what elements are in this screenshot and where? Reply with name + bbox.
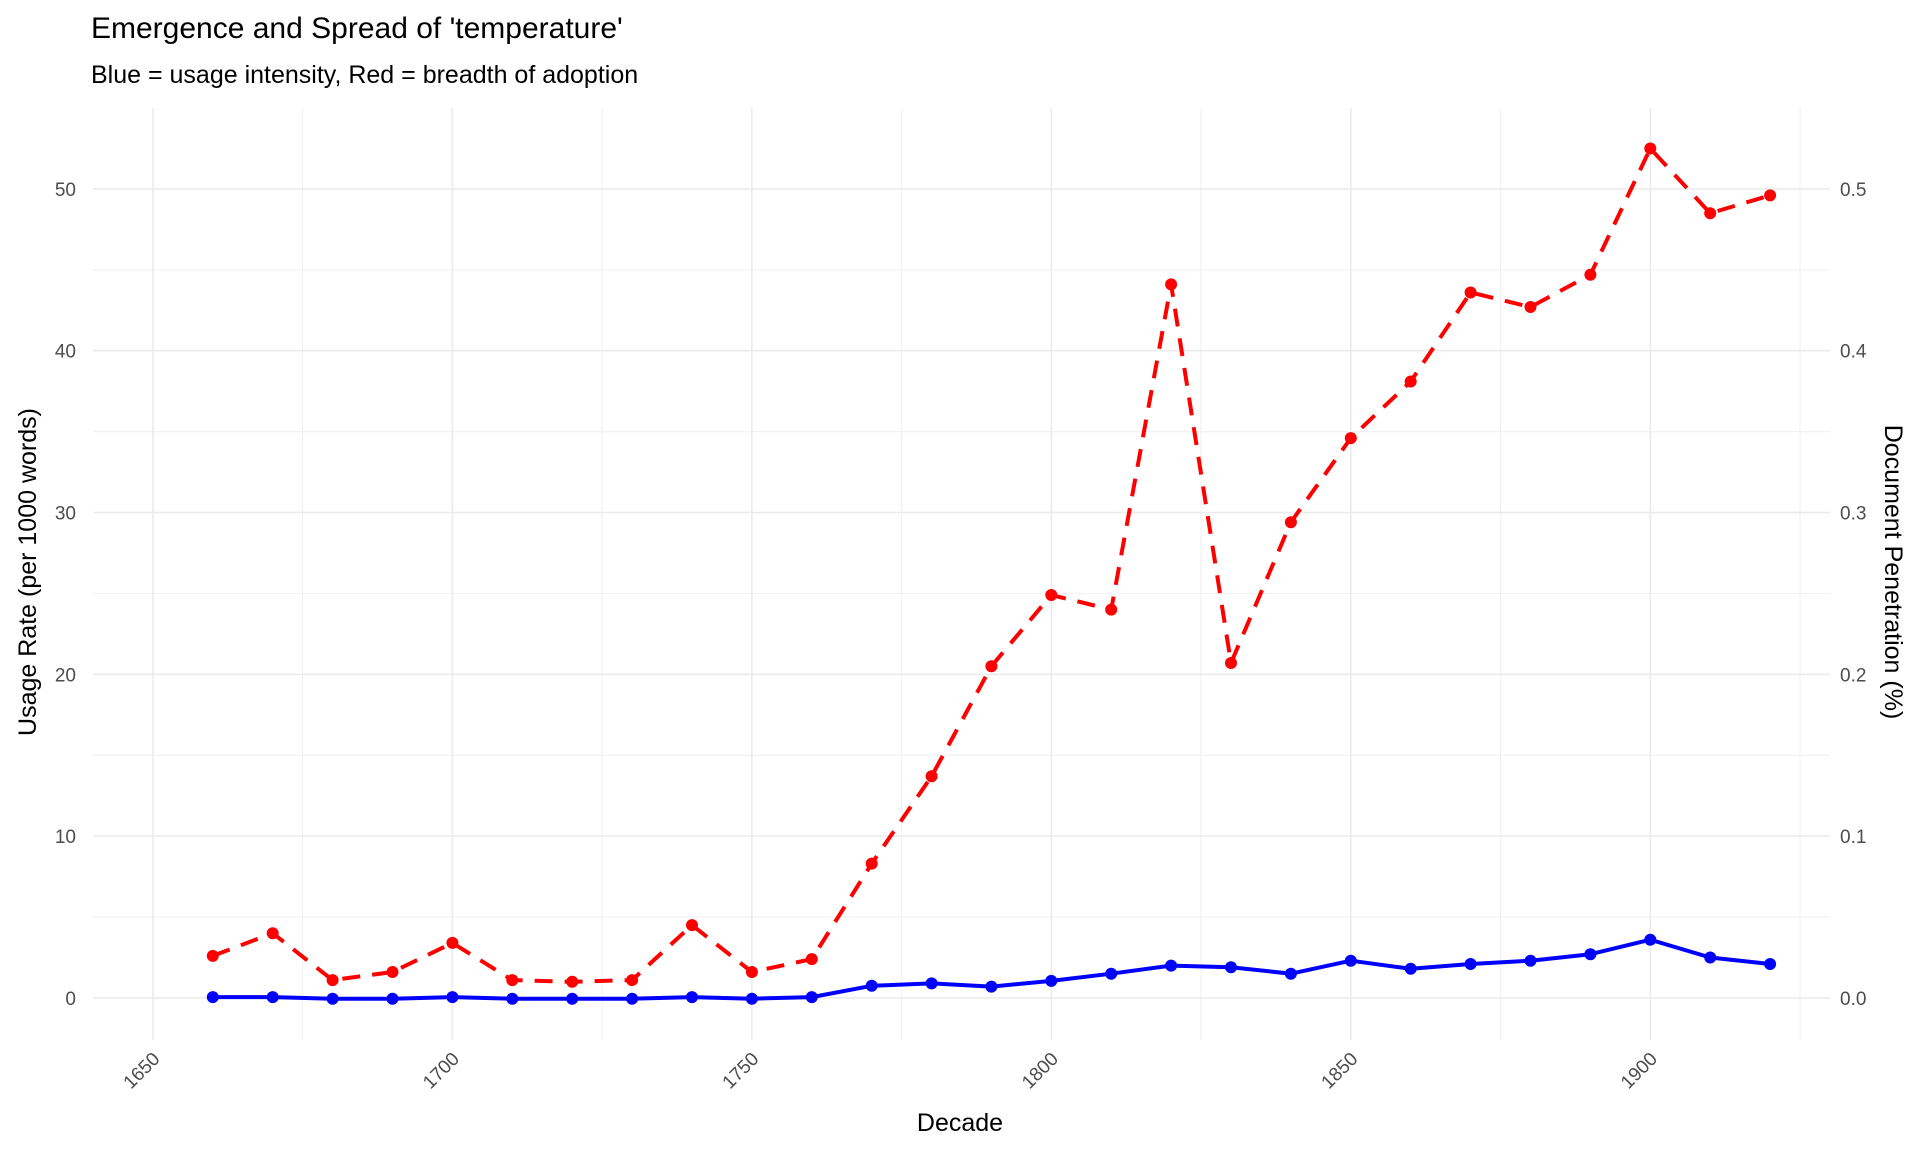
series-point-left [1225, 961, 1237, 974]
series-point-left [1105, 967, 1118, 980]
series-point-right [446, 936, 459, 949]
series-point-left [386, 992, 399, 1005]
series-point-right [925, 770, 938, 783]
series-point-left [626, 992, 639, 1005]
x-tick-label: 1850 [1318, 1049, 1363, 1094]
series-point-right [1284, 516, 1297, 529]
series-point-left [266, 991, 279, 1004]
series-right-dashed [206, 142, 1777, 988]
series-point-right [386, 966, 399, 978]
series-point-right [745, 966, 758, 978]
series-point-right [1404, 375, 1417, 388]
x-tick-label: 1900 [1617, 1049, 1662, 1094]
series-point-left [745, 992, 758, 1005]
series-point-left [1644, 933, 1657, 946]
x-axis-title: Decade [917, 1109, 1003, 1137]
chart-title: Emergence and Spread of 'temperature' [91, 12, 623, 45]
series-point-left [1764, 958, 1777, 970]
series-point-right [1225, 657, 1237, 669]
series-point-left [206, 991, 219, 1004]
series-point-right [1165, 278, 1178, 291]
x-tick-label: 1650 [120, 1049, 165, 1094]
y-tick-label: 0 [65, 989, 76, 1010]
series-point-left [566, 992, 579, 1005]
series-line-right [212, 146, 1771, 984]
y2-tick-label: 0.0 [1840, 989, 1866, 1010]
series-point-left [1584, 948, 1597, 961]
series-point-left [1284, 967, 1297, 980]
grid-major [93, 108, 1830, 1040]
y-tick-label: 40 [55, 342, 76, 363]
y-tick-label: 50 [55, 180, 76, 201]
series-point-left [1704, 951, 1717, 964]
y2-tick-label: 0.1 [1840, 827, 1866, 848]
series-point-right [266, 927, 279, 940]
y-axis-title: Usage Rate (per 1000 words) [14, 408, 42, 736]
series-point-right [206, 949, 219, 962]
series-point-left [1524, 954, 1537, 967]
series-layer [206, 142, 1777, 1005]
series-point-left [1344, 954, 1357, 967]
series-point-right [1524, 301, 1537, 313]
x-tick-label: 1700 [419, 1049, 464, 1094]
y-tick-label: 20 [55, 665, 76, 686]
series-point-right [506, 974, 519, 987]
series-point-right [566, 975, 579, 988]
x-tick-label: 1800 [1018, 1049, 1063, 1094]
series-point-left [865, 979, 878, 992]
y2-tick-label: 0.4 [1840, 342, 1867, 363]
series-point-right [686, 919, 698, 932]
series-point-left [985, 980, 998, 993]
series-point-left [1404, 962, 1417, 975]
series-point-right [865, 857, 878, 870]
y-tick-label: 30 [55, 504, 76, 525]
series-point-right [1344, 432, 1357, 445]
series-point-left [805, 991, 818, 1004]
series-point-left [446, 991, 459, 1004]
series-point-left [925, 977, 938, 990]
series-point-left [506, 992, 519, 1005]
y2-tick-label: 0.3 [1840, 504, 1866, 525]
series-point-right [1105, 603, 1118, 616]
series-point-left [1165, 959, 1178, 972]
series-point-right [805, 953, 818, 966]
series-point-right [1045, 589, 1058, 601]
chart-subtitle: Blue = usage intensity, Red = breadth of… [91, 61, 638, 89]
x-axis-ticks: 1650 1700 1750 1800 1850 1900 [120, 1049, 1662, 1094]
series-point-left [326, 992, 339, 1005]
y-axis-ticks: 0 10 20 30 40 50 [55, 180, 76, 1010]
y2-tick-label: 0.5 [1840, 180, 1866, 201]
series-left-solid [206, 933, 1777, 1005]
y2-axis-title: Document Penetration (%) [1879, 425, 1907, 720]
series-point-right [626, 974, 639, 987]
series-point-right [326, 974, 339, 987]
y2-axis-ticks: 0.0 0.1 0.2 0.3 0.4 0.5 [1840, 180, 1867, 1010]
y-tick-label: 10 [55, 827, 76, 848]
series-point-left [1045, 974, 1058, 987]
x-tick-label: 1750 [719, 1049, 764, 1094]
series-point-right [1644, 142, 1657, 155]
series-point-right [985, 660, 998, 673]
series-point-right [1464, 286, 1477, 299]
series-point-left [686, 991, 698, 1004]
y2-tick-label: 0.2 [1840, 665, 1866, 686]
grid-minor [93, 108, 1830, 1040]
series-point-right [1584, 268, 1597, 281]
series-point-left [1464, 958, 1477, 970]
series-point-right [1764, 189, 1777, 202]
series-point-right [1704, 207, 1717, 220]
